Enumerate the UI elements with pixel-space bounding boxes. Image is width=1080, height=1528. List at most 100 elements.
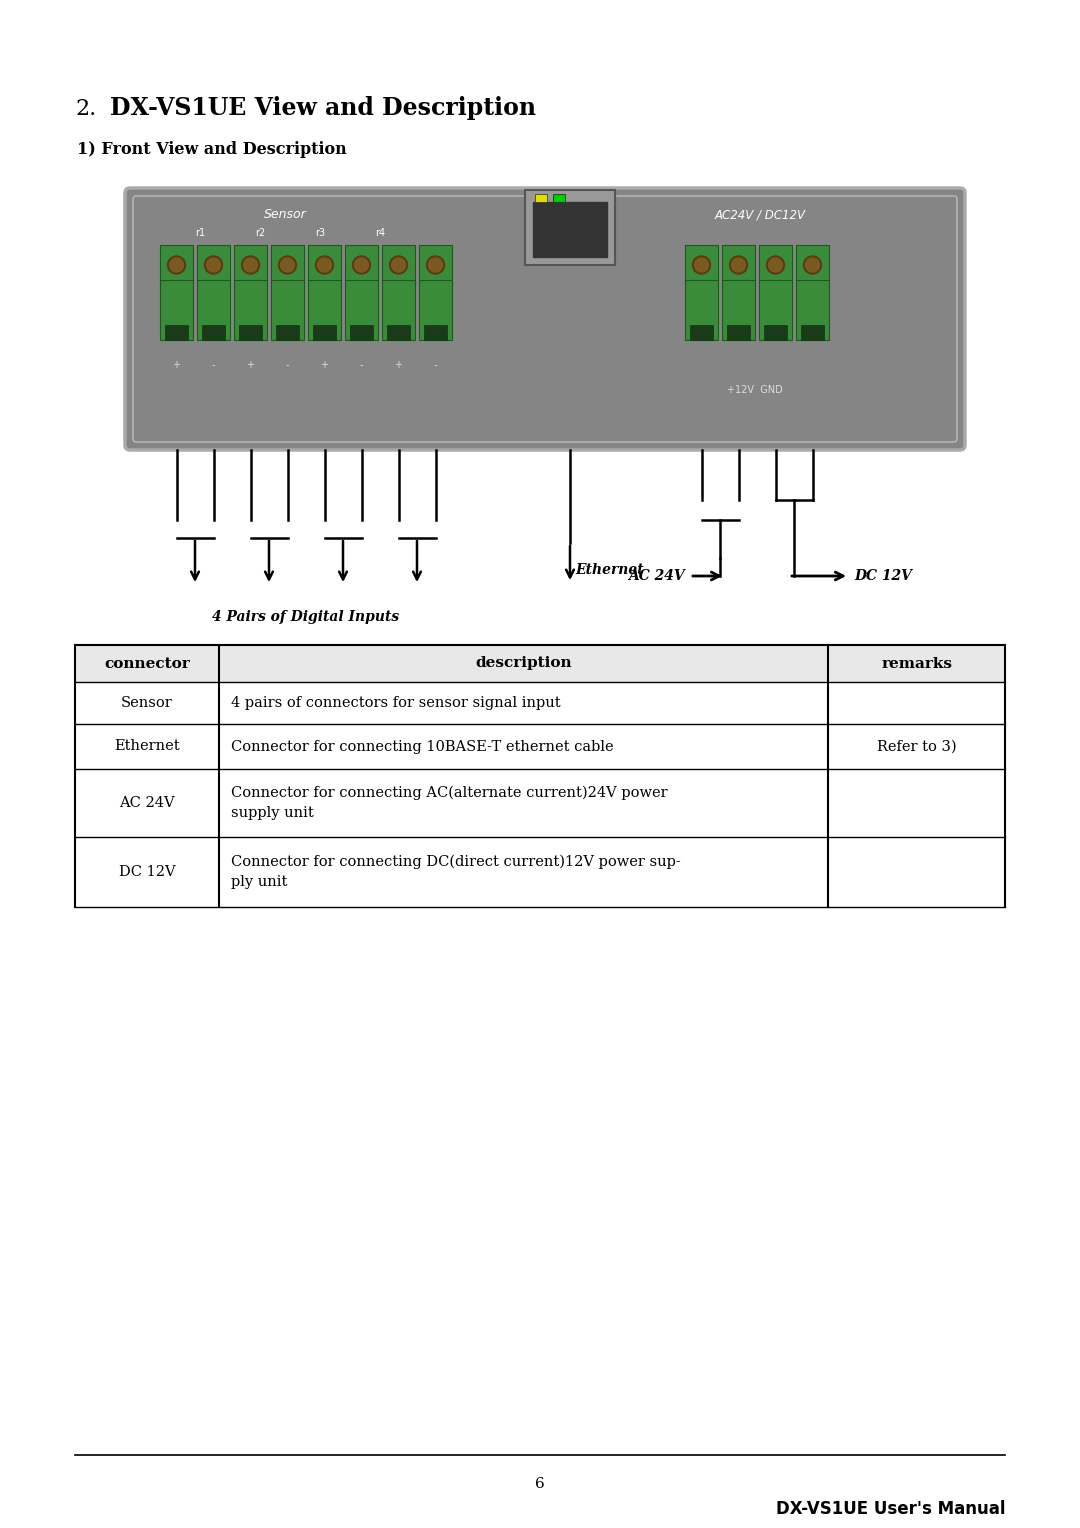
Bar xyxy=(271,280,303,341)
Bar xyxy=(239,325,262,341)
Bar xyxy=(160,244,193,286)
Circle shape xyxy=(318,258,332,272)
Text: -: - xyxy=(212,361,215,370)
Text: AC 24V: AC 24V xyxy=(629,568,685,584)
Bar xyxy=(308,280,341,341)
Bar xyxy=(723,280,755,341)
Circle shape xyxy=(279,257,297,274)
Circle shape xyxy=(692,257,711,274)
Text: -: - xyxy=(286,361,289,370)
Circle shape xyxy=(391,258,405,272)
Text: DC 12V: DC 12V xyxy=(854,568,912,584)
Bar xyxy=(553,194,565,202)
Bar xyxy=(197,244,230,286)
Circle shape xyxy=(804,257,822,274)
Text: r2: r2 xyxy=(255,228,265,238)
Bar xyxy=(828,645,1005,681)
Text: Ethernet: Ethernet xyxy=(114,740,180,753)
FancyBboxPatch shape xyxy=(125,188,966,451)
Bar xyxy=(796,244,829,286)
Bar xyxy=(75,645,219,681)
Text: description: description xyxy=(475,657,572,671)
Bar xyxy=(382,280,415,341)
Circle shape xyxy=(806,258,820,272)
Circle shape xyxy=(206,258,220,272)
Text: +: + xyxy=(246,361,255,370)
Bar xyxy=(345,244,378,286)
Bar xyxy=(308,244,341,286)
Text: -: - xyxy=(360,361,363,370)
Bar xyxy=(727,325,750,341)
Bar xyxy=(534,202,607,257)
Circle shape xyxy=(167,257,186,274)
Text: +12V  GND: +12V GND xyxy=(727,385,783,396)
Circle shape xyxy=(694,258,708,272)
Bar xyxy=(382,244,415,286)
Text: +: + xyxy=(173,361,180,370)
Bar xyxy=(419,280,453,341)
Text: -: - xyxy=(434,361,437,370)
Circle shape xyxy=(204,257,222,274)
Bar xyxy=(387,325,410,341)
Circle shape xyxy=(427,257,445,274)
Bar xyxy=(197,280,230,341)
Bar xyxy=(234,280,267,341)
Text: Connector for connecting 10BASE-T ethernet cable: Connector for connecting 10BASE-T ethern… xyxy=(231,740,613,753)
Bar xyxy=(219,645,828,681)
Bar xyxy=(271,244,303,286)
Text: AC 24V: AC 24V xyxy=(119,796,175,810)
Text: DX-VS1UE View and Description: DX-VS1UE View and Description xyxy=(110,96,536,121)
Text: DC 12V: DC 12V xyxy=(119,865,175,879)
Bar xyxy=(796,280,829,341)
Circle shape xyxy=(352,257,370,274)
Bar xyxy=(685,244,718,286)
Text: Connector for connecting DC(direct current)12V power sup-
ply unit: Connector for connecting DC(direct curre… xyxy=(231,856,680,889)
Circle shape xyxy=(170,258,184,272)
Bar xyxy=(165,325,188,341)
Text: connector: connector xyxy=(104,657,190,671)
Text: 6: 6 xyxy=(535,1478,545,1491)
Bar xyxy=(276,325,299,341)
Circle shape xyxy=(769,258,783,272)
Circle shape xyxy=(731,258,745,272)
Text: Refer to 3): Refer to 3) xyxy=(877,740,957,753)
Bar xyxy=(685,280,718,341)
Text: +: + xyxy=(394,361,403,370)
Bar xyxy=(345,280,378,341)
Text: Ethernet: Ethernet xyxy=(550,208,600,222)
Circle shape xyxy=(315,257,334,274)
Bar xyxy=(313,325,336,341)
Text: 1) Front View and Description: 1) Front View and Description xyxy=(77,141,347,157)
Text: Connector for connecting AC(alternate current)24V power
supply unit: Connector for connecting AC(alternate cu… xyxy=(231,785,667,821)
Bar xyxy=(690,325,713,341)
Circle shape xyxy=(243,258,257,272)
Bar xyxy=(202,325,225,341)
Circle shape xyxy=(281,258,295,272)
Circle shape xyxy=(242,257,259,274)
Text: Sensor: Sensor xyxy=(264,208,307,222)
Text: r4: r4 xyxy=(375,228,386,238)
Text: AC24V / DC12V: AC24V / DC12V xyxy=(715,208,806,222)
Text: +: + xyxy=(321,361,328,370)
Circle shape xyxy=(390,257,407,274)
Bar xyxy=(525,189,615,264)
Text: 4 Pairs of Digital Inputs: 4 Pairs of Digital Inputs xyxy=(213,610,400,623)
Text: r1: r1 xyxy=(194,228,205,238)
Bar xyxy=(350,325,373,341)
Bar xyxy=(764,325,787,341)
Bar xyxy=(419,244,453,286)
Circle shape xyxy=(429,258,443,272)
Text: Ethernet: Ethernet xyxy=(575,562,644,578)
Bar xyxy=(535,194,546,202)
Bar xyxy=(234,244,267,286)
Text: 4 pairs of connectors for sensor signal input: 4 pairs of connectors for sensor signal … xyxy=(231,695,561,711)
Circle shape xyxy=(354,258,368,272)
Text: 2.: 2. xyxy=(75,98,96,121)
Text: Sensor: Sensor xyxy=(121,695,173,711)
Bar xyxy=(759,244,792,286)
Text: remarks: remarks xyxy=(881,657,953,671)
Text: r3: r3 xyxy=(315,228,325,238)
Text: DX-VS1UE User's Manual: DX-VS1UE User's Manual xyxy=(775,1500,1005,1517)
Bar xyxy=(759,280,792,341)
Bar xyxy=(424,325,447,341)
